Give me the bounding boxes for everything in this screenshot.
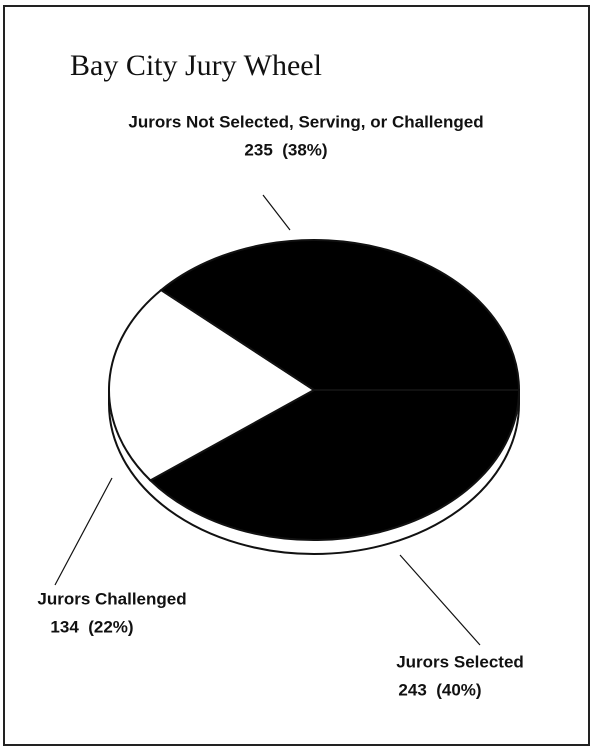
slice-label: Jurors Selected [396, 652, 524, 671]
chart: Bay City Jury Wheel Jurors Selected 243 (… [0, 0, 593, 749]
leader-line [55, 478, 112, 585]
leader-line [263, 195, 290, 230]
value-label: 243 (40%) [398, 680, 481, 699]
value-label: 134 (22%) [50, 617, 133, 636]
value-label: 235 (38%) [244, 140, 327, 159]
leader-line [400, 555, 480, 645]
slice-label: Jurors Challenged [37, 589, 186, 608]
page: Bay City Jury Wheel Jurors Selected 243 (… [0, 0, 593, 749]
chart-title: Bay City Jury Wheel [70, 49, 322, 82]
slice-label: Jurors Not Selected, Serving, or Challen… [128, 112, 483, 131]
